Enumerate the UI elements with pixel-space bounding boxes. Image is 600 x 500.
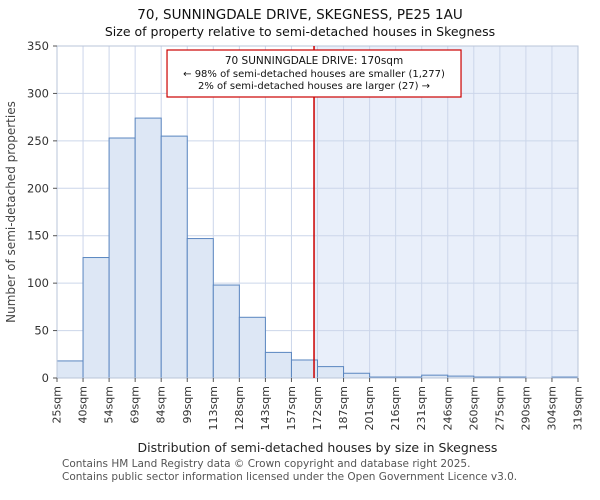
annotation-box bbox=[166, 49, 462, 98]
footer-line-2: Contains public sector information licen… bbox=[62, 470, 518, 483]
y-tick-label: 0 bbox=[42, 371, 49, 385]
x-tick-label: 113sqm bbox=[207, 386, 220, 430]
histogram-bar bbox=[56, 360, 84, 379]
annotation-title: 70 SUNNINGDALE DRIVE: 170sqm bbox=[225, 55, 403, 67]
x-tick-label: 304sqm bbox=[545, 386, 558, 430]
x-tick-label: 319sqm bbox=[572, 386, 585, 430]
histogram-bar bbox=[108, 137, 136, 379]
x-tick-label: 143sqm bbox=[259, 386, 272, 430]
y-tick-label: 300 bbox=[27, 86, 49, 100]
x-tick-label: 172sqm bbox=[311, 386, 324, 430]
x-tick-label: 246sqm bbox=[441, 386, 454, 430]
y-tick-label: 200 bbox=[27, 181, 49, 195]
x-tick-label: 99sqm bbox=[181, 386, 194, 423]
y-tick-label: 150 bbox=[27, 229, 49, 243]
x-tick-label: 25sqm bbox=[51, 386, 64, 423]
chart-subtitle: Size of property relative to semi-detach… bbox=[104, 24, 496, 39]
x-tick-label: 201sqm bbox=[363, 386, 376, 430]
y-tick-label: 50 bbox=[34, 324, 49, 338]
x-tick-label: 69sqm bbox=[129, 386, 142, 423]
y-tick-label: 100 bbox=[27, 276, 49, 290]
histogram-chart: 0 50 100 150 200 250 300 350 25sqm 40sqm 54sqm 69sq… bbox=[4, 40, 585, 455]
histogram-bar bbox=[343, 372, 371, 379]
x-tick-label: 290sqm bbox=[519, 386, 532, 430]
chart-title: 70, SUNNINGDALE DRIVE, SKEGNESS, PE25 1A… bbox=[137, 7, 463, 23]
x-tick-label: 84sqm bbox=[155, 386, 168, 423]
x-tick-label: 40sqm bbox=[77, 386, 90, 423]
histogram-bar bbox=[186, 238, 214, 379]
histogram-bar bbox=[134, 117, 162, 379]
histogram-bar bbox=[212, 284, 240, 379]
x-tick-label: 54sqm bbox=[103, 386, 116, 423]
x-tick-label: 231sqm bbox=[415, 386, 428, 430]
x-tick-label: 216sqm bbox=[389, 386, 402, 430]
histogram-bar bbox=[264, 351, 292, 379]
footer: Contains HM Land Registry data © Crown c… bbox=[62, 458, 600, 483]
y-tick-label: 350 bbox=[27, 40, 49, 53]
footer-line-1: Contains HM Land Registry data © Crown c… bbox=[62, 458, 471, 470]
larger-region-shade bbox=[314, 46, 578, 378]
histogram-bar bbox=[160, 135, 188, 379]
y-axis-title: Number of semi-detached properties bbox=[4, 101, 18, 323]
histogram-bar bbox=[238, 316, 266, 379]
x-tick-label: 128sqm bbox=[233, 386, 246, 430]
annotation-smaller-text: ← 98% of semi-detached houses are smalle… bbox=[183, 69, 445, 80]
x-tick-label: 260sqm bbox=[467, 386, 480, 430]
histogram-bar bbox=[82, 257, 110, 379]
annotation-larger-text: 2% of semi-detached houses are larger (2… bbox=[198, 81, 430, 92]
x-tick-label: 275sqm bbox=[493, 386, 506, 430]
x-tick-label: 157sqm bbox=[285, 386, 298, 430]
x-axis-title: Distribution of semi-detached houses by … bbox=[138, 440, 498, 455]
histogram-bar bbox=[317, 366, 345, 379]
x-tick-label: 187sqm bbox=[337, 386, 350, 430]
y-tick-label: 250 bbox=[27, 134, 49, 148]
